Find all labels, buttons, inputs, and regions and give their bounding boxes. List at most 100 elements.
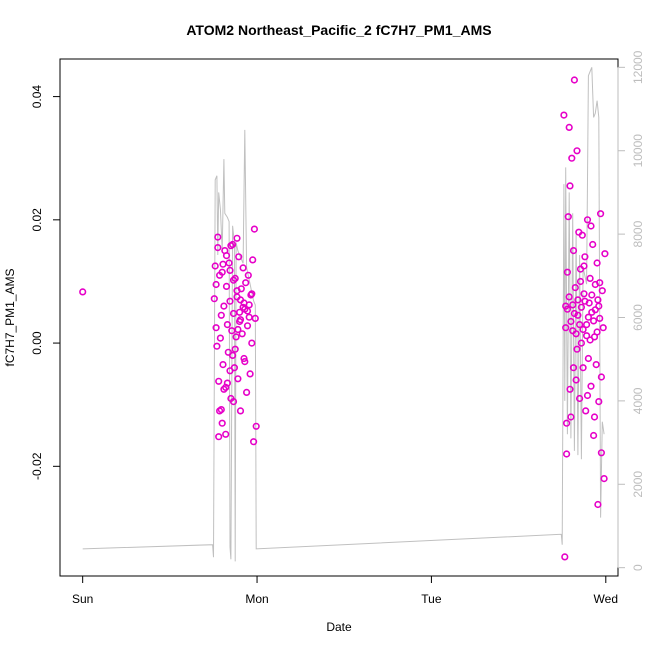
- data-point: [219, 260, 227, 268]
- right-y-tick-label: 6000: [631, 304, 645, 331]
- data-point: [597, 449, 606, 457]
- data-point: [215, 377, 223, 385]
- data-point: [593, 259, 601, 267]
- data-point: [581, 297, 589, 305]
- data-point: [591, 306, 599, 314]
- data-point: [592, 361, 600, 369]
- data-point: [239, 303, 247, 311]
- data-point: [239, 264, 247, 272]
- data-point: [252, 422, 260, 430]
- data-point: [223, 321, 231, 329]
- data-point: [571, 284, 579, 292]
- data-point: [234, 325, 242, 334]
- data-point: [236, 316, 245, 324]
- data-point: [579, 364, 587, 372]
- right-y-tick-label: 2000: [631, 471, 645, 498]
- data-point: [580, 290, 588, 298]
- x-axis: Sun Mon Tue Wed: [72, 575, 618, 606]
- data-point: [229, 351, 237, 360]
- data-point: [210, 295, 218, 303]
- data-point: [582, 407, 590, 415]
- data-point: [595, 398, 603, 406]
- data-point: [586, 336, 594, 344]
- data-point: [250, 225, 258, 233]
- data-point: [214, 244, 222, 252]
- chart-title: ATOM2 Northeast_Pacific_2 fC7H7_PM1_AMS: [186, 22, 491, 38]
- data-point: [211, 262, 219, 270]
- data-point: [582, 332, 591, 340]
- data-point: [587, 382, 595, 390]
- data-point: [215, 433, 223, 441]
- data-point: [595, 302, 603, 310]
- data-point: [234, 375, 242, 383]
- data-point: [233, 234, 241, 242]
- x-tick-label: Wed: [594, 592, 618, 606]
- data-point: [226, 367, 234, 375]
- right-y-tick-label: 4000: [631, 387, 645, 414]
- data-point: [242, 279, 250, 287]
- data-point: [232, 333, 240, 341]
- x-tick-label: Mon: [245, 592, 268, 606]
- data-point: [562, 324, 570, 332]
- data-point: [243, 322, 252, 330]
- data-point: [220, 302, 228, 310]
- data-point: [243, 388, 251, 397]
- data-point: [566, 182, 574, 190]
- data-point: [570, 76, 579, 84]
- data-point: [589, 317, 598, 325]
- data-point: [574, 296, 582, 304]
- data-point: [589, 431, 598, 440]
- data-point: [560, 111, 568, 119]
- data-point: [563, 268, 572, 276]
- data-point: [573, 147, 581, 155]
- data-point: [568, 154, 576, 162]
- data-point: [561, 553, 569, 561]
- data-point: [231, 345, 239, 353]
- data-point: [227, 242, 235, 250]
- data-point: [598, 287, 606, 295]
- data-point: [567, 413, 575, 421]
- plot-frame: [59, 58, 619, 577]
- data-point: [248, 339, 256, 347]
- y-axis-label: fC7H7_PM1_AMS: [3, 268, 17, 366]
- data-point: [573, 345, 581, 353]
- data-point: [584, 354, 593, 363]
- data-point: [584, 313, 593, 321]
- data-point: [229, 398, 238, 406]
- data-point: [233, 287, 241, 295]
- data-point: [243, 307, 252, 315]
- data-point: [235, 253, 243, 261]
- data-point: [596, 314, 604, 323]
- data-point: [586, 274, 594, 283]
- data-point: [229, 276, 238, 284]
- data-point: [565, 293, 573, 301]
- data-point: [564, 213, 572, 221]
- secondary-series-line: [82, 67, 605, 562]
- data-point: [220, 385, 228, 393]
- data-point: [594, 500, 602, 509]
- x-tick-label: Tue: [421, 592, 442, 606]
- data-point: [222, 282, 231, 291]
- data-point: [589, 240, 597, 249]
- data-point: [212, 324, 220, 332]
- y-tick-label: 0.02: [30, 208, 44, 232]
- data-point: [248, 290, 256, 298]
- data-point: [574, 311, 582, 319]
- data-point: [250, 438, 258, 446]
- data-point: [577, 339, 586, 347]
- data-point: [249, 256, 257, 264]
- data-point: [580, 262, 588, 270]
- data-point: [566, 385, 574, 393]
- data-point: [593, 328, 601, 336]
- right-y-tick-label: 10000: [631, 134, 645, 168]
- data-point: [223, 379, 231, 387]
- data-point: [569, 364, 578, 372]
- data-point: [212, 280, 220, 289]
- right-y-tick-label: 8000: [631, 220, 645, 247]
- y-axis: -0.02 0.00 0.02 0.04: [30, 85, 61, 480]
- data-point: [563, 305, 572, 313]
- data-point: [240, 354, 248, 363]
- data-point: [576, 277, 585, 286]
- data-point: [214, 233, 222, 241]
- data-point: [577, 303, 586, 311]
